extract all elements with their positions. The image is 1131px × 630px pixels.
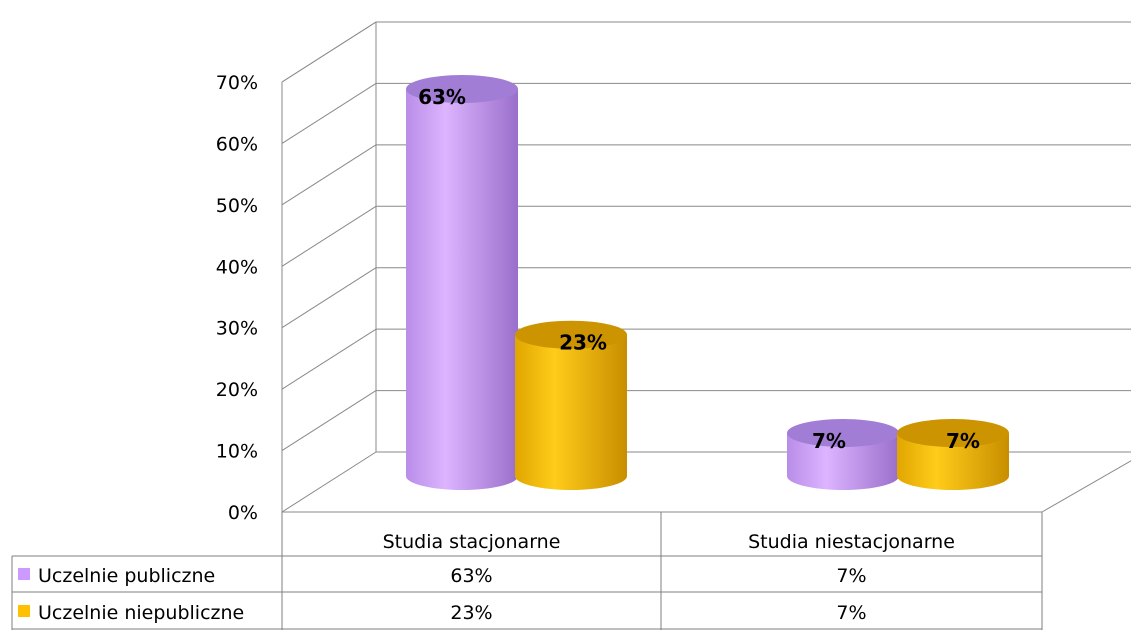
- grid-diagonal: [281, 21, 377, 83]
- cylinder-body: [787, 433, 899, 490]
- table-cell: 7%: [836, 602, 866, 624]
- legend-swatch: [18, 605, 30, 617]
- table-column-header: Studia stacjonarne: [383, 531, 561, 553]
- plot-area: 63% 23% 7% 7%: [406, 75, 1009, 490]
- table-cell: 63%: [450, 565, 492, 587]
- cylinder-bar: [787, 419, 899, 490]
- grid-diagonal: [281, 144, 377, 206]
- cylinder-body: [406, 89, 518, 490]
- y-tick-label: 10%: [216, 441, 258, 463]
- grid-diagonal: [281, 390, 377, 451]
- grid-diagonal: [281, 451, 377, 513]
- table-row-header: Uczelnie niepubliczne: [38, 602, 244, 624]
- y-tick-label: 60%: [216, 133, 258, 155]
- y-tick-label: 70%: [216, 72, 258, 94]
- table-row-header: Uczelnie publiczne: [38, 565, 215, 587]
- y-tick-label: 50%: [216, 195, 258, 217]
- table-column-header: Studia niestacjonarne: [748, 531, 955, 553]
- data-label: 23%: [559, 331, 607, 355]
- grid-diagonal: [281, 328, 377, 390]
- grid-diagonal: [281, 83, 377, 144]
- cylinder-bar: [406, 75, 518, 490]
- table-cell: 7%: [836, 565, 866, 587]
- cylinder-body: [897, 433, 1009, 490]
- cylinder-top: [515, 320, 627, 349]
- cylinder-top: [406, 75, 518, 103]
- cylinder-body: [515, 334, 627, 490]
- data-table: Studia stacjonarne Studia niestacjonarne U…: [11, 512, 1043, 630]
- table-cell: 23%: [450, 602, 492, 624]
- y-tick-label: 20%: [216, 379, 258, 401]
- cylinder-top: [787, 419, 899, 447]
- floor-right-edge: [1041, 460, 1131, 513]
- data-label: 7%: [946, 429, 980, 453]
- cylinder-bar: [897, 419, 1009, 490]
- y-tick-label: 30%: [216, 318, 258, 340]
- y-axis: 0% 10% 20% 30% 40% 50% 60% 70%: [216, 72, 258, 524]
- cylinder-top: [897, 419, 1009, 447]
- cylinder-bar: [515, 320, 627, 490]
- y-tick-label: 0%: [228, 502, 258, 524]
- legend-swatch: [18, 568, 30, 580]
- data-label: 63%: [418, 85, 466, 109]
- grid-diagonal: [281, 267, 377, 329]
- data-label: 7%: [812, 429, 846, 453]
- grid-diagonal: [281, 205, 377, 267]
- y-tick-label: 40%: [216, 256, 258, 278]
